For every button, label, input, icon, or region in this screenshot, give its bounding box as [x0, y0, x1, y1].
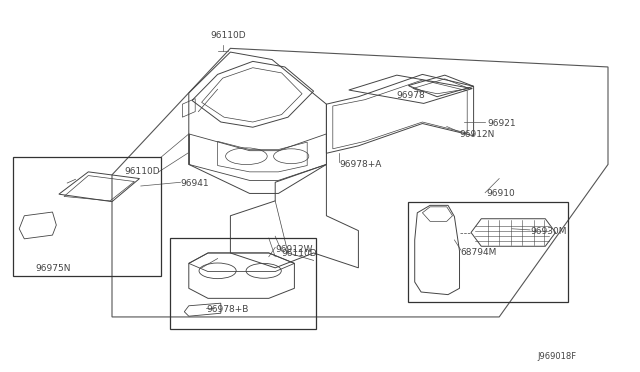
Text: 68794M: 68794M	[461, 248, 497, 257]
Text: 96921: 96921	[488, 119, 516, 128]
Text: 96912N: 96912N	[460, 130, 495, 139]
Text: 96978: 96978	[397, 92, 426, 100]
Text: 96941: 96941	[180, 179, 209, 187]
Text: 96912W: 96912W	[275, 246, 313, 254]
Text: J969018F: J969018F	[538, 352, 577, 361]
Text: 96110D: 96110D	[210, 31, 246, 40]
Text: 96975N: 96975N	[35, 264, 70, 273]
Bar	[170, 238, 316, 329]
Text: 96930M: 96930M	[530, 227, 566, 236]
Text: 96110D: 96110D	[282, 249, 317, 258]
Text: 96978+A: 96978+A	[339, 160, 381, 169]
Text: 96110D: 96110D	[125, 167, 161, 176]
Text: 96978+B: 96978+B	[206, 305, 248, 314]
Bar	[13, 157, 161, 276]
Bar	[408, 202, 568, 302]
Text: 96910: 96910	[486, 189, 515, 198]
